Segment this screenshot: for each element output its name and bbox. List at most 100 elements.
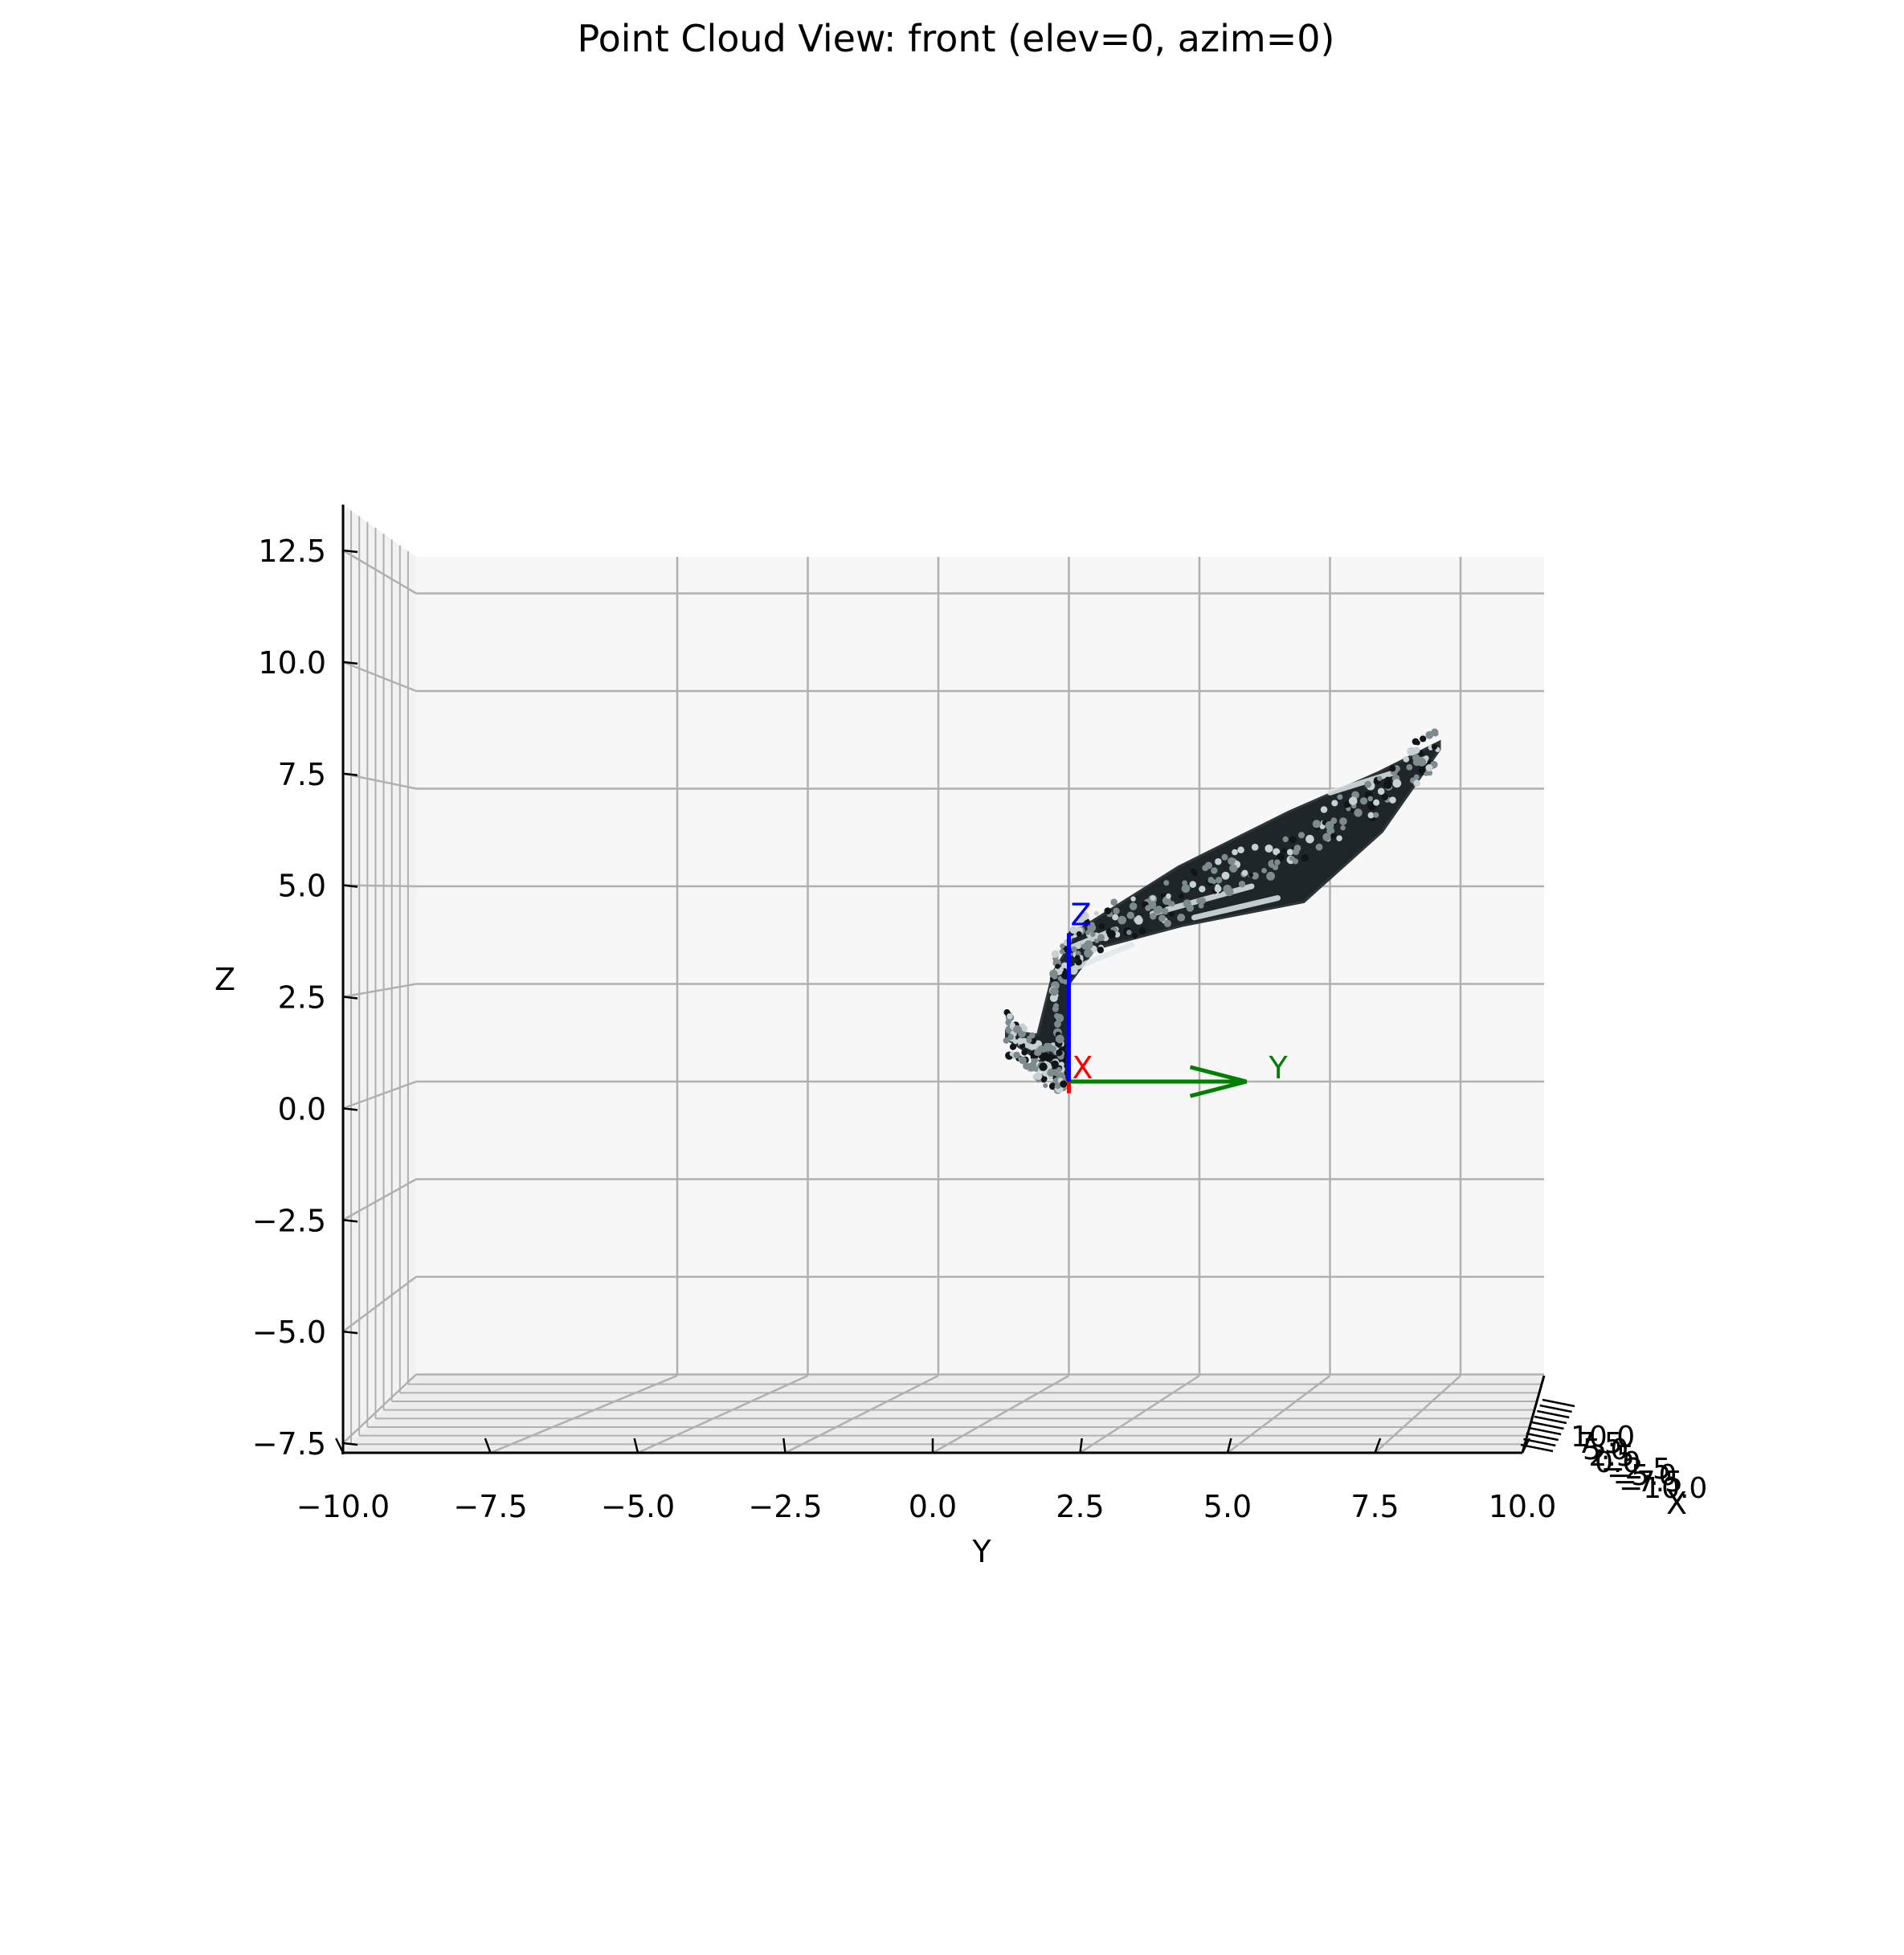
z-tick-mark xyxy=(342,1442,358,1446)
z-tick-label: 12.5 xyxy=(258,534,326,569)
x-tick-label: −5.0 xyxy=(1607,1459,1677,1492)
cloud-point xyxy=(1021,1049,1028,1056)
x-tick-mark xyxy=(1534,1415,1567,1425)
cloud-point xyxy=(1107,930,1116,939)
cloud-point xyxy=(1003,1037,1010,1044)
grid-line-floor xyxy=(1227,1375,1331,1454)
cloud-point xyxy=(1060,1080,1068,1088)
cloud-point xyxy=(1062,979,1068,985)
cloud-point xyxy=(1403,756,1410,763)
cloud-point xyxy=(1248,873,1254,878)
cloud-point xyxy=(1010,1022,1015,1028)
cloud-point xyxy=(1389,765,1396,772)
cloud-point xyxy=(1051,950,1060,959)
grid-line-side xyxy=(342,1080,417,1110)
x-axis-label: X xyxy=(1666,1486,1687,1521)
cloud-point xyxy=(1126,911,1134,919)
cloud-point xyxy=(1367,812,1375,819)
z-tick-label: 7.5 xyxy=(278,757,326,792)
cloud-point xyxy=(1047,1069,1056,1077)
cloud-point xyxy=(1150,913,1157,920)
cloud-point xyxy=(1026,1037,1032,1044)
cloud-point xyxy=(1007,1033,1015,1041)
z-tick-label: 0.0 xyxy=(278,1091,326,1127)
chart-title: Point Cloud View: front (elev=0, azim=0) xyxy=(578,17,1335,60)
z-tick-mark xyxy=(342,549,358,554)
y-tick-label: 0.0 xyxy=(909,1489,957,1524)
cloud-point xyxy=(1098,922,1105,930)
cloud-point xyxy=(1110,898,1117,906)
cloud-point xyxy=(1009,1051,1015,1057)
cloud-point xyxy=(1273,848,1281,856)
z-tick-mark xyxy=(342,1219,358,1223)
cloud-point xyxy=(1413,779,1421,787)
cloud-point xyxy=(1113,907,1120,914)
cloud-point xyxy=(1154,906,1163,914)
grid-line-floor xyxy=(637,1374,809,1454)
cloud-point xyxy=(1221,871,1230,880)
cloud-point xyxy=(1055,963,1060,969)
cloud-point xyxy=(1112,914,1119,921)
cloud-point xyxy=(1097,934,1105,942)
cloud-point xyxy=(1343,800,1350,808)
cloud-point xyxy=(1019,1056,1027,1065)
cloud-point xyxy=(1163,880,1170,886)
grid-line-floor xyxy=(932,1374,1070,1454)
cloud-point xyxy=(1093,910,1099,916)
cloud-point xyxy=(1138,927,1146,935)
cloud-point xyxy=(1322,832,1331,841)
cloud-point xyxy=(1367,795,1374,802)
cloud-point xyxy=(1049,987,1059,996)
cloud-point xyxy=(1417,758,1427,767)
cloud-point xyxy=(1199,885,1206,893)
cloud-point xyxy=(1281,848,1287,853)
cloud-point xyxy=(1053,1003,1059,1009)
cloud-point xyxy=(1132,932,1138,939)
cloud-point xyxy=(1055,1034,1064,1044)
cloud-point xyxy=(1130,896,1136,902)
y-tick-label: −10.0 xyxy=(296,1489,390,1524)
cloud-point xyxy=(1162,907,1169,915)
cloud-point xyxy=(1054,1082,1061,1090)
cloud-point xyxy=(1266,871,1276,881)
cloud-point xyxy=(1229,864,1238,873)
frame-arrowhead-y xyxy=(1189,1065,1248,1098)
cloud-point xyxy=(1039,1062,1048,1071)
cloud-point xyxy=(1059,949,1065,955)
cloud-point xyxy=(1305,834,1314,844)
z-tick-label: 5.0 xyxy=(278,869,326,904)
cloud-point xyxy=(1129,902,1138,910)
cloud-point xyxy=(1412,738,1420,746)
cloud-point xyxy=(1075,958,1082,966)
cloud-point xyxy=(1071,946,1077,952)
cloud-point xyxy=(1251,872,1259,880)
cloud-point xyxy=(1060,962,1068,970)
cloud-point xyxy=(1221,853,1228,861)
highlight-streak xyxy=(1327,770,1395,795)
coordinate-frame: X YZ xyxy=(1067,897,1289,1098)
cloud-point xyxy=(1179,893,1184,899)
cloud-point xyxy=(1289,836,1297,844)
cloud-point xyxy=(1052,973,1058,980)
floor-pane xyxy=(343,1376,1544,1453)
cloud-point xyxy=(1237,846,1244,853)
x-tick-label: −10.0 xyxy=(1619,1472,1707,1505)
cloud-point xyxy=(1150,895,1156,902)
cloud-point xyxy=(1163,919,1172,927)
cloud-point xyxy=(1412,746,1420,755)
cloud-point xyxy=(1054,1020,1061,1028)
cloud-point xyxy=(1191,870,1198,877)
cloud-point xyxy=(1177,913,1186,922)
cloud-point xyxy=(1261,868,1267,873)
x-tick-mark xyxy=(1526,1432,1559,1442)
cloud-point xyxy=(1286,849,1293,856)
cloud-point xyxy=(1097,947,1104,954)
grid-line-side xyxy=(342,1178,417,1221)
cloud-point xyxy=(1049,1045,1057,1053)
cloud-point xyxy=(1292,848,1300,856)
cloud-point xyxy=(1348,796,1358,806)
grid-line-floor xyxy=(490,1374,678,1454)
x-tick-label: 10.0 xyxy=(1571,1421,1635,1454)
cloud-point xyxy=(1158,914,1166,922)
cloud-point xyxy=(1325,820,1334,830)
